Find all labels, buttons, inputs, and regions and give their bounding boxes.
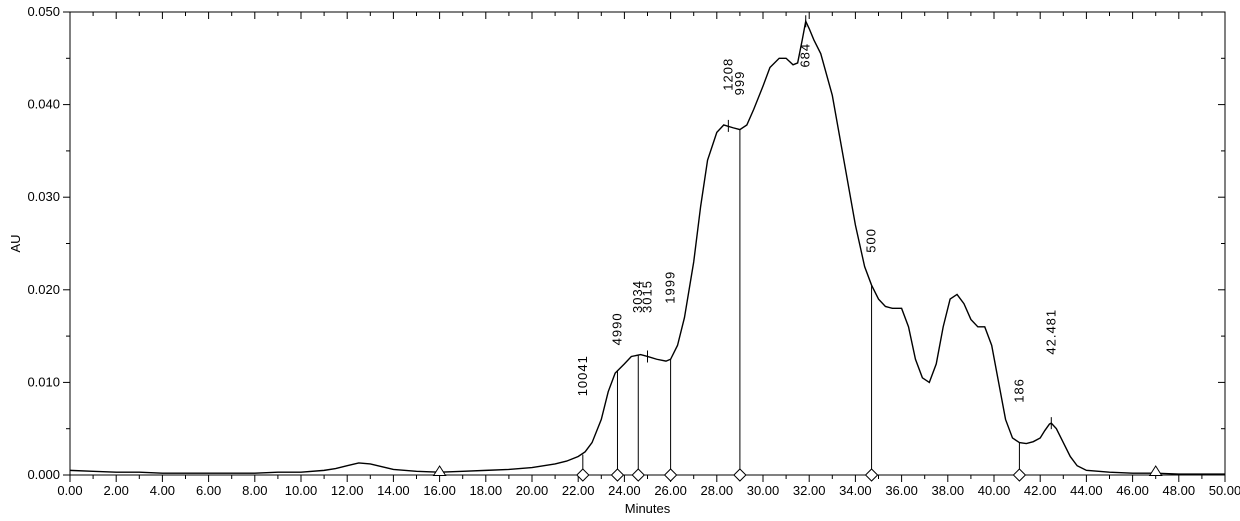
peak-diamond-marker xyxy=(611,469,623,481)
peak-diamond-marker xyxy=(1013,469,1025,481)
peak-diamond-marker xyxy=(866,469,878,481)
y-tick-label: 0.020 xyxy=(27,282,60,297)
chromatogram-chart: 0.00 2.00 4.00 6.00 8.00 10.00 12.00 14.00 16.00… xyxy=(0,0,1240,521)
peak-diamond-marker xyxy=(734,469,746,481)
x-tick-label: 48.00 xyxy=(1163,483,1196,498)
x-tick-label: 38.00 xyxy=(932,483,965,498)
peak-label: 3015 xyxy=(640,280,655,313)
x-tick-label: 14.00 xyxy=(377,483,410,498)
y-tick-label: 0.050 xyxy=(27,4,60,19)
chromatogram-trace xyxy=(70,21,1225,474)
x-tick-label: 44.00 xyxy=(1070,483,1103,498)
x-tick-label: 8.00 xyxy=(242,483,267,498)
y-tick-label: 0.010 xyxy=(27,374,60,389)
peak-diamond-marker xyxy=(632,469,644,481)
x-tick-label: 6.00 xyxy=(196,483,221,498)
x-tick-label: 42.00 xyxy=(1024,483,1057,498)
x-tick-label: 0.00 xyxy=(57,483,82,498)
x-tick-label: 30.00 xyxy=(747,483,780,498)
peak-label: 1999 xyxy=(663,271,678,304)
y-tick-label: 0.000 xyxy=(27,467,60,482)
x-tick-label: 46.00 xyxy=(1116,483,1149,498)
peak-label: 684 xyxy=(798,43,813,68)
peak-label: 186 xyxy=(1011,378,1026,403)
x-tick-label: 50.00 xyxy=(1209,483,1240,498)
x-tick-label: 32.00 xyxy=(793,483,826,498)
chart-svg: 0.00 2.00 4.00 6.00 8.00 10.00 12.00 14.00 16.00… xyxy=(0,0,1240,521)
peak-label: 42.481 xyxy=(1043,309,1058,355)
peak-label: 4990 xyxy=(609,312,624,345)
y-tick-label: 0.030 xyxy=(27,189,60,204)
peak-label: 10041 xyxy=(575,355,590,396)
event-triangle-marker xyxy=(1150,466,1162,476)
y-axis-label: AU xyxy=(8,234,23,252)
x-tick-label: 28.00 xyxy=(701,483,734,498)
x-tick-label: 18.00 xyxy=(470,483,503,498)
x-tick-label: 16.00 xyxy=(423,483,456,498)
x-tick-label: 12.00 xyxy=(331,483,364,498)
x-tick-label: 24.00 xyxy=(608,483,641,498)
x-tick-label: 2.00 xyxy=(104,483,129,498)
peak-diamond-marker xyxy=(665,469,677,481)
x-tick-label: 22.00 xyxy=(562,483,595,498)
x-tick-label: 34.00 xyxy=(839,483,872,498)
x-tick-label: 10.00 xyxy=(285,483,318,498)
x-tick-label: 40.00 xyxy=(978,483,1011,498)
x-tick-label: 20.00 xyxy=(516,483,549,498)
peak-label: 999 xyxy=(732,71,747,96)
x-tick-label: 26.00 xyxy=(654,483,687,498)
x-tick-label: 4.00 xyxy=(150,483,175,498)
peak-label: 500 xyxy=(864,228,879,253)
x-axis-label: Minutes xyxy=(625,501,671,516)
event-triangle-marker xyxy=(434,466,446,476)
y-tick-label: 0.040 xyxy=(27,97,60,112)
plot-border xyxy=(70,12,1225,475)
x-tick-label: 36.00 xyxy=(885,483,918,498)
